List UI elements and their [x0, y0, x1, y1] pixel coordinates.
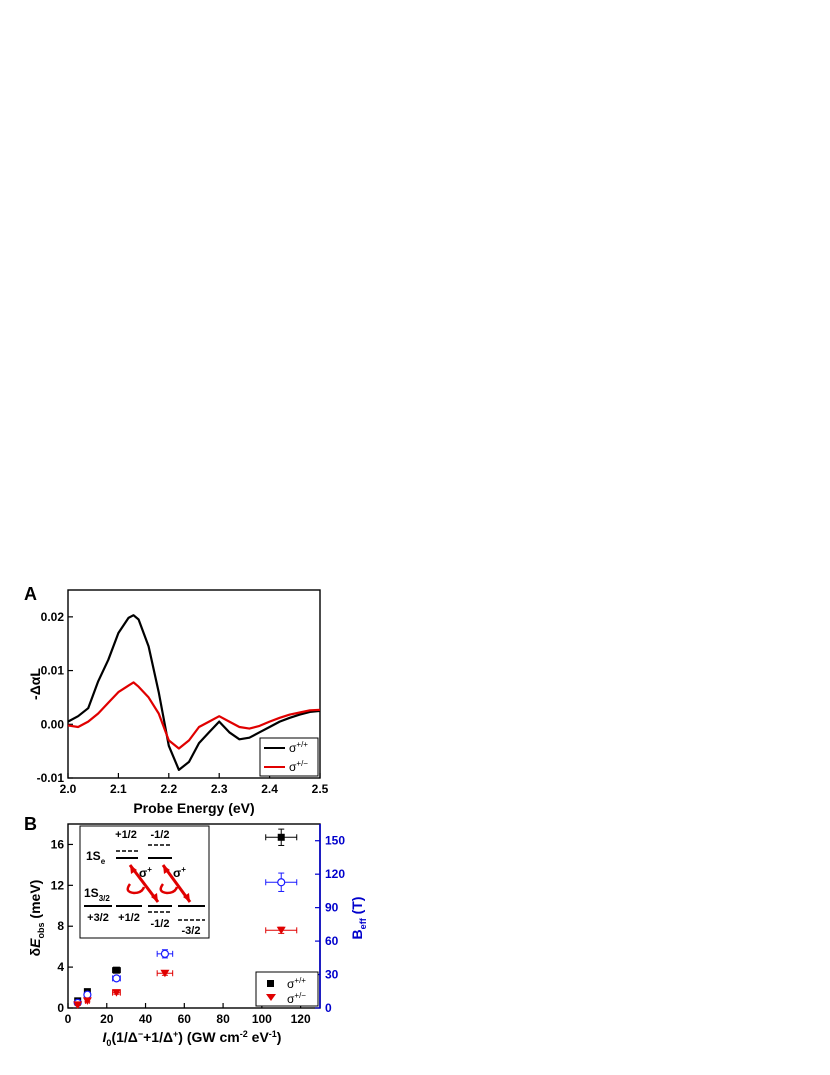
- panel-a-legend: σ+/+ σ+/−: [259, 737, 319, 777]
- panel-a-x-tick-label: 2.1: [110, 782, 127, 796]
- inset-level-bottom-minus-three-half: -3/2: [182, 925, 201, 937]
- inset-arrowhead-1b: [130, 865, 137, 874]
- inset-arrowhead-2a: [183, 893, 190, 902]
- inset-rotation-arrow-2: [159, 883, 179, 895]
- panel-a-plot-frame: [67, 589, 321, 779]
- panel-b-x-tick-label: 0: [65, 1012, 72, 1026]
- panel-a-series: [67, 614, 321, 772]
- inset-level-top-minus-half: -1/2: [151, 829, 170, 841]
- panel-b-series: [73, 828, 298, 1009]
- panel-b-x-ticks: 0 20 40 60 80 100 120: [65, 1003, 311, 1026]
- panel-b-left-y-tick-label: 0: [57, 1001, 64, 1015]
- panel-b-right-y-tick-label: 90: [325, 901, 339, 915]
- panel-b-legend-box: [255, 971, 319, 1007]
- panel-b-right-y-tick-label: 60: [325, 934, 339, 948]
- inset-level-top-plus-half: +1/2: [115, 829, 137, 841]
- panel-b-x-tick-label: 60: [178, 1012, 192, 1026]
- inset-sigma-label-2: σ+: [173, 865, 186, 880]
- panel-b-point-triangle: [73, 1001, 83, 1009]
- panel-a: A 2.0 2.1 2.2 2.3 2.4 2.5 -0.01 0.00 0.01 0.02 P…: [24, 584, 329, 816]
- panel-b-right-y-axis-title: Beff (T): [349, 897, 368, 940]
- panel-a-x-tick-label: 2.2: [160, 782, 177, 796]
- panel-b-right-y-tick-label: 0: [325, 1001, 332, 1015]
- panel-a-x-tick-label: 2.3: [211, 782, 228, 796]
- inset-level-bottom-minus-half: -1/2: [151, 918, 170, 930]
- panel-b-right-y-ticks: 0 30 60 90 120 150: [315, 834, 345, 1015]
- panel-b-point-circle: [277, 878, 286, 887]
- panel-b-point-circle: [160, 949, 170, 958]
- panel-b-label: B: [24, 814, 37, 834]
- panel-b-point-square: [112, 966, 120, 974]
- panel-b-right-y-tick-label: 150: [325, 834, 345, 848]
- inset-arrowhead-1a: [151, 893, 158, 902]
- panel-b-left-y-tick-label: 16: [51, 837, 65, 851]
- panel-a-y-ticks: -0.01 0.00 0.01 0.02: [37, 610, 73, 785]
- inset-level-bottom-plus-half: +1/2: [118, 912, 140, 924]
- panel-b-left-y-axis-title: δEobs (meV): [27, 880, 46, 957]
- panel-a-legend-label-pm: σ+/−: [289, 759, 308, 774]
- inset-sigma-label-1: σ+: [139, 865, 152, 880]
- inset-level-bottom-plus-three-half: +3/2: [87, 912, 109, 924]
- panel-b-point-triangle: [160, 969, 170, 978]
- panel-b-point-square: [277, 833, 285, 841]
- panel-a-y-axis-title: -ΔαL: [27, 668, 43, 700]
- panel-b-legend-label-pp: σ+/+: [287, 976, 306, 991]
- panel-a-x-tick-label: 2.0: [60, 782, 77, 796]
- panel-b-right-y-tick-label: 30: [325, 968, 339, 982]
- panel-b-left-y-tick-label: 12: [51, 878, 65, 892]
- panel-b-x-tick-label: 100: [252, 1012, 272, 1026]
- panel-b-inset: +1/2 -1/2 1Se 1S3/2 +3/2 +1/2 -1/2 -3/2: [79, 825, 210, 939]
- panel-a-x-tick-label: 2.4: [261, 782, 278, 796]
- panel-b-point-triangle: [82, 997, 92, 1005]
- panel-b-x-tick-label: 40: [139, 1012, 153, 1026]
- panel-b-left-y-ticks: 0 4 8 12 16: [51, 837, 73, 1015]
- panel-b-legend-label-pm: σ+/−: [287, 991, 306, 1006]
- panel-a-legend-box: [259, 737, 319, 777]
- panel-a-legend-label-pp: σ+/+: [289, 740, 308, 755]
- panel-a-y-tick-label: 0.02: [41, 610, 65, 624]
- panel-b-x-tick-label: 80: [216, 1012, 230, 1026]
- panel-a-series-line-0: [67, 614, 321, 772]
- panel-b-x-tick-label: 20: [100, 1012, 114, 1026]
- panel-a-x-tick-label: 2.5: [312, 782, 329, 796]
- inset-1se-label: 1Se: [86, 849, 106, 866]
- panel-a-y-tick-label: 0.01: [41, 664, 65, 678]
- panel-b-left-y-tick-label: 8: [57, 919, 64, 933]
- panel-b-x-tick-label: 120: [291, 1012, 311, 1026]
- panel-a-series-line-1: [67, 681, 321, 750]
- inset-1s32-label: 1S3/2: [84, 886, 110, 903]
- panel-b-point-circle: [83, 990, 92, 999]
- panel-a-y-tick-label: -0.01: [37, 771, 65, 785]
- panel-b-legend-marker-triangle: [266, 994, 276, 1001]
- inset-rotation-arrow-1: [126, 883, 146, 895]
- panel-b-left-y-tick-label: 4: [57, 960, 64, 974]
- panel-b-legend: σ+/+ σ+/−: [255, 971, 319, 1007]
- panel-b-right-y-tick-label: 120: [325, 867, 345, 881]
- panel-a-x-axis-title: Probe Energy (eV): [133, 800, 254, 816]
- panel-b-point-triangle: [111, 989, 121, 997]
- panel-b-point-circle: [112, 974, 121, 983]
- panel-a-label: A: [24, 584, 37, 604]
- panel-b-legend-marker-square: [267, 980, 274, 987]
- panel-b-x-axis-title: I0(1/Δ−+1/Δ+) (GW cm-2 eV-1): [103, 1029, 282, 1048]
- panel-a-y-tick-label: 0.00: [41, 717, 65, 731]
- panel-b-point-triangle: [276, 926, 286, 935]
- inset-arrowhead-2b: [163, 865, 170, 874]
